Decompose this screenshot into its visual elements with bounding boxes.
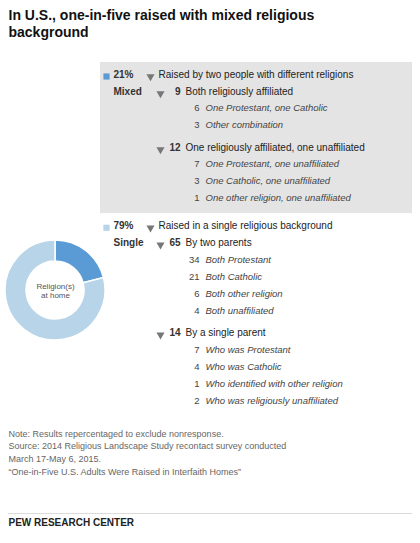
svg-text:7: 7 (194, 344, 199, 355)
svg-text:Who was Protestant: Who was Protestant (206, 344, 291, 355)
svg-text:9: 9 (175, 86, 181, 97)
svg-text:1: 1 (194, 378, 199, 389)
svg-text:Both Protestant: Both Protestant (206, 254, 272, 265)
svg-text:One Catholic, one unaffiliated: One Catholic, one unaffiliated (206, 175, 331, 186)
svg-text:One Protestant, one Catholic: One Protestant, one Catholic (206, 102, 328, 113)
svg-text:3: 3 (194, 175, 199, 186)
svg-text:21: 21 (189, 271, 200, 282)
svg-text:34: 34 (189, 254, 200, 265)
svg-text:By a single parent: By a single parent (186, 327, 266, 338)
svg-text:Both religiously affiliated: Both religiously affiliated (186, 86, 294, 97)
svg-text:Who identified with other reli: Who identified with other religion (206, 378, 343, 389)
svg-text:2: 2 (194, 395, 199, 406)
svg-text:Who was religiously unaffiliat: Who was religiously unaffiliated (206, 395, 339, 406)
svg-text:7: 7 (194, 158, 199, 169)
svg-text:21%: 21% (114, 69, 134, 80)
svg-text:PEW RESEARCH CENTER: PEW RESEARCH CENTER (9, 517, 135, 528)
svg-text:4: 4 (194, 361, 199, 372)
svg-text:1: 1 (194, 192, 199, 203)
svg-text:Note: Results repercentaged to: Note: Results repercentaged to exclude n… (9, 429, 287, 477)
svg-text:One religiously affiliated, on: One religiously affiliated, one unaffili… (186, 142, 365, 153)
svg-text:Raised in a single religious b: Raised in a single religious background (159, 220, 333, 231)
svg-text:In U.S., one-in-five raised wi: In U.S., one-in-five raised with mixed r… (9, 7, 315, 40)
svg-text:One other religion, one unaffi: One other religion, one unaffiliated (206, 192, 352, 203)
svg-text:3: 3 (194, 119, 199, 130)
svg-text:Both other religion: Both other religion (206, 288, 283, 299)
svg-text:Single: Single (114, 237, 144, 248)
svg-text:Who was Catholic: Who was Catholic (206, 361, 282, 372)
svg-text:6: 6 (194, 288, 199, 299)
svg-text:Raised by two people with diff: Raised by two people with different reli… (159, 69, 354, 80)
svg-text:One Protestant, one unaffiliat: One Protestant, one unaffiliated (206, 158, 340, 169)
svg-text:12: 12 (169, 142, 181, 153)
svg-text:4: 4 (194, 305, 199, 316)
svg-text:Both unaffiliated: Both unaffiliated (206, 305, 275, 316)
svg-text:Other combination: Other combination (206, 119, 284, 130)
svg-text:14: 14 (169, 327, 181, 338)
svg-text:65: 65 (169, 237, 181, 248)
svg-text:By two parents: By two parents (186, 237, 252, 248)
svg-text:6: 6 (194, 102, 199, 113)
svg-text:Mixed: Mixed (114, 86, 142, 97)
svg-text:79%: 79% (114, 220, 134, 231)
svg-text:Religion(s)at home: Religion(s)at home (36, 282, 75, 301)
svg-text:Both Catholic: Both Catholic (206, 271, 263, 282)
